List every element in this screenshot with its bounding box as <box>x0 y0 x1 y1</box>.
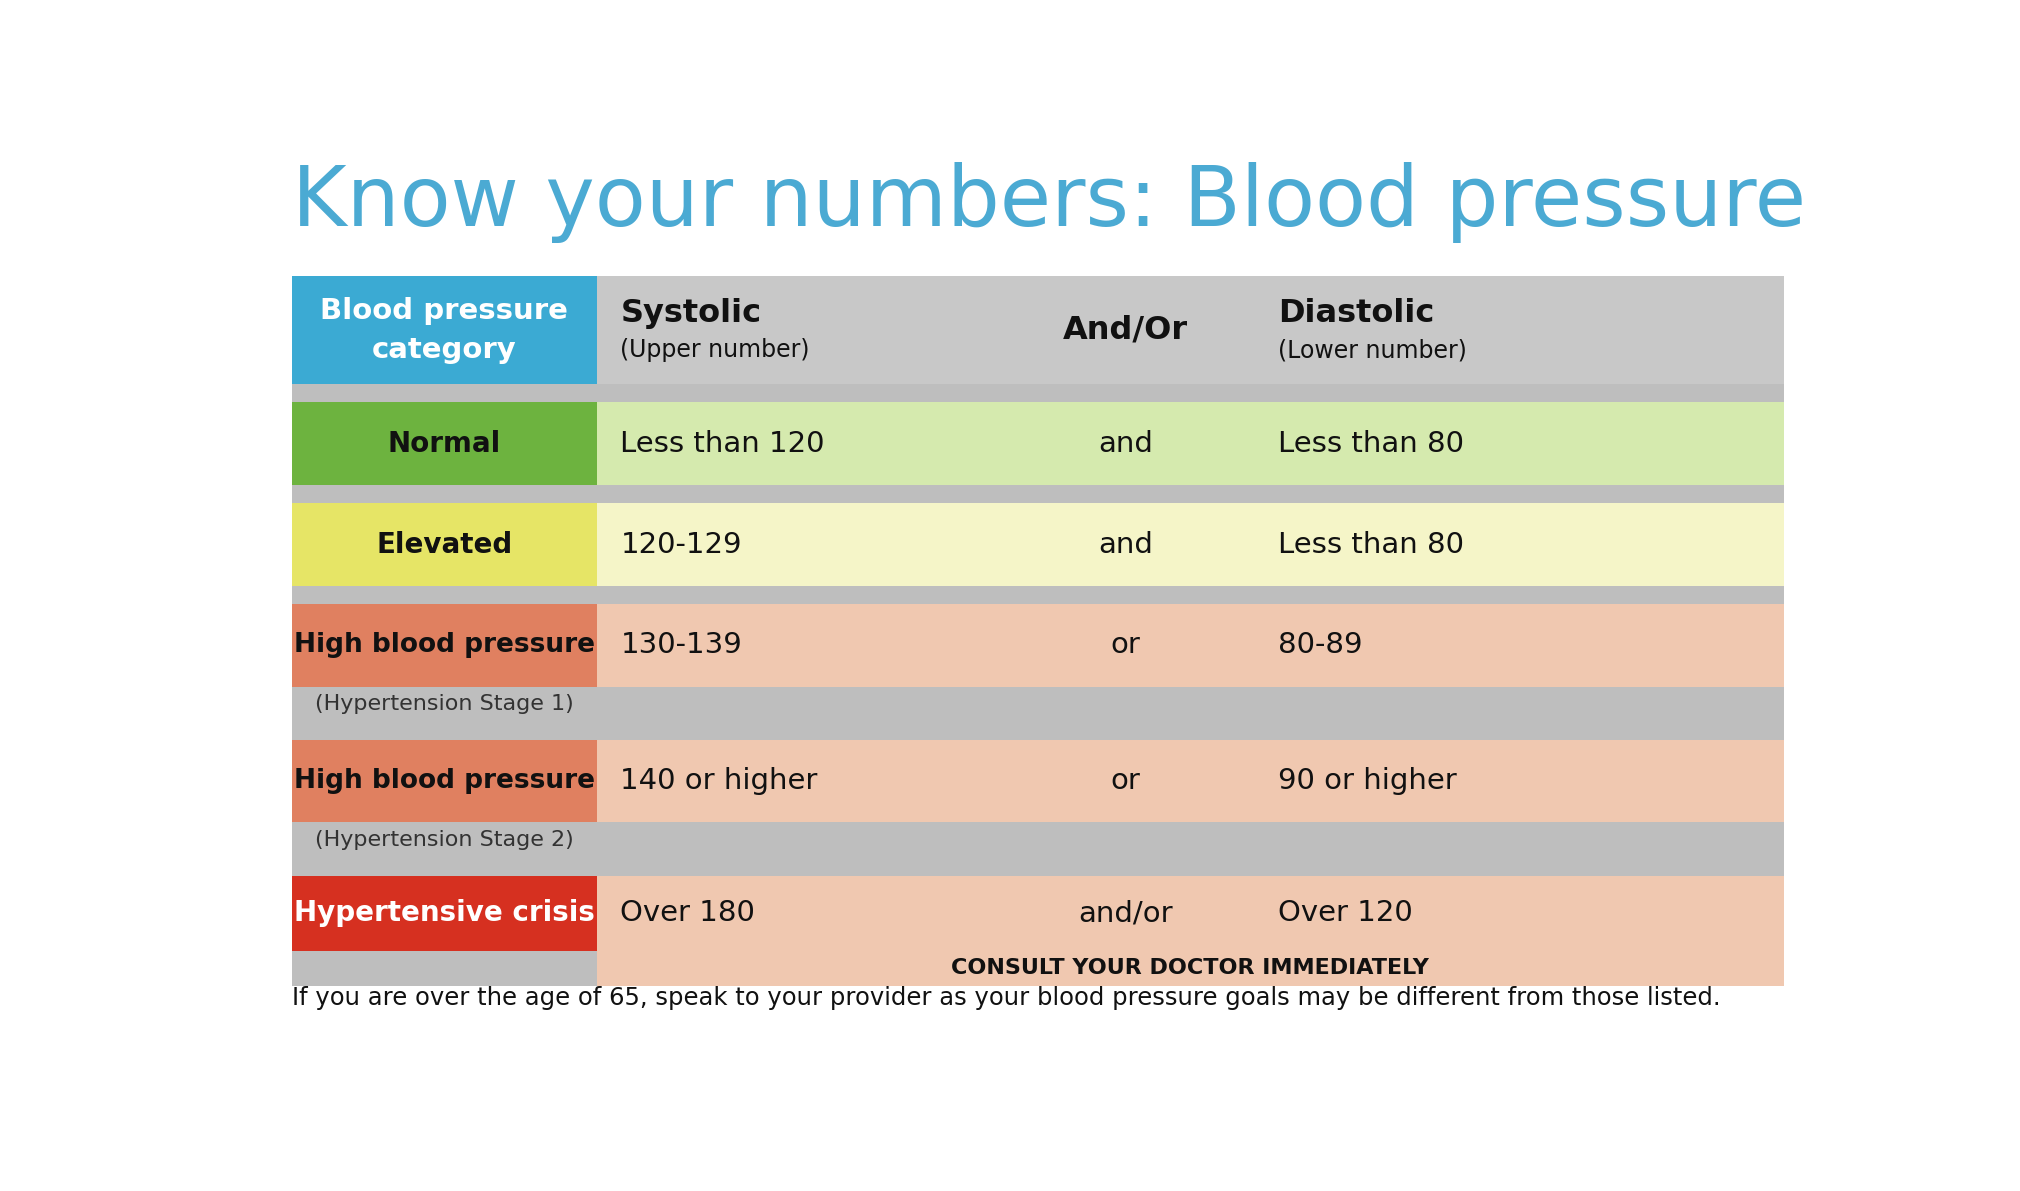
Text: (Lower number): (Lower number) <box>1279 338 1467 362</box>
Bar <box>598 740 1784 823</box>
Text: CONSULT YOUR DOCTOR IMMEDIATELY: CONSULT YOUR DOCTOR IMMEDIATELY <box>951 959 1430 978</box>
Text: and: and <box>1097 531 1153 559</box>
Text: 90 or higher: 90 or higher <box>1279 767 1456 796</box>
Text: 120-129: 120-129 <box>620 531 741 559</box>
Text: or: or <box>1111 767 1139 796</box>
Bar <box>291 823 1784 858</box>
Text: 80-89: 80-89 <box>1279 631 1361 660</box>
Text: Blood pressure
category: Blood pressure category <box>321 297 568 363</box>
Bar <box>291 604 598 687</box>
Text: Know your numbers: Blood pressure: Know your numbers: Blood pressure <box>291 162 1806 243</box>
Bar <box>291 858 1784 875</box>
Bar <box>291 687 1784 722</box>
Text: Hypertensive crisis: Hypertensive crisis <box>293 899 594 928</box>
Text: Systolic: Systolic <box>620 298 762 329</box>
Bar <box>291 586 1784 604</box>
Text: and: and <box>1097 430 1153 457</box>
Text: If you are over the age of 65, speak to your provider as your blood pressure goa: If you are over the age of 65, speak to … <box>291 986 1721 1010</box>
Text: And/Or: And/Or <box>1063 314 1188 345</box>
Bar <box>291 385 1784 403</box>
Bar <box>291 740 598 823</box>
Bar <box>598 403 1784 485</box>
Bar <box>291 403 598 485</box>
Bar <box>291 875 598 950</box>
Bar <box>598 875 1784 950</box>
Bar <box>598 604 1784 687</box>
Bar <box>291 276 598 385</box>
Bar <box>598 504 1784 586</box>
Text: Over 180: Over 180 <box>620 899 755 928</box>
Text: Less than 120: Less than 120 <box>620 430 824 457</box>
Text: 140 or higher: 140 or higher <box>620 767 818 796</box>
Text: and/or: and/or <box>1079 899 1172 928</box>
Bar <box>291 504 598 586</box>
Text: or: or <box>1111 631 1139 660</box>
Text: 130-139: 130-139 <box>620 631 741 660</box>
Bar <box>291 722 1784 740</box>
Text: Normal: Normal <box>388 430 501 457</box>
Text: (Hypertension Stage 1): (Hypertension Stage 1) <box>315 694 574 715</box>
Bar <box>291 276 1784 954</box>
Text: Elevated: Elevated <box>376 531 513 559</box>
Text: Less than 80: Less than 80 <box>1279 531 1464 559</box>
Bar <box>598 276 1784 385</box>
Text: Over 120: Over 120 <box>1279 899 1412 928</box>
Bar <box>291 950 598 986</box>
Text: (Upper number): (Upper number) <box>620 338 810 362</box>
Text: High blood pressure: High blood pressure <box>293 768 594 794</box>
Text: (Hypertension Stage 2): (Hypertension Stage 2) <box>315 830 574 850</box>
Bar <box>598 950 1784 986</box>
Text: Diastolic: Diastolic <box>1279 298 1434 329</box>
Text: High blood pressure: High blood pressure <box>293 632 594 659</box>
Bar <box>291 485 1784 504</box>
Text: Less than 80: Less than 80 <box>1279 430 1464 457</box>
